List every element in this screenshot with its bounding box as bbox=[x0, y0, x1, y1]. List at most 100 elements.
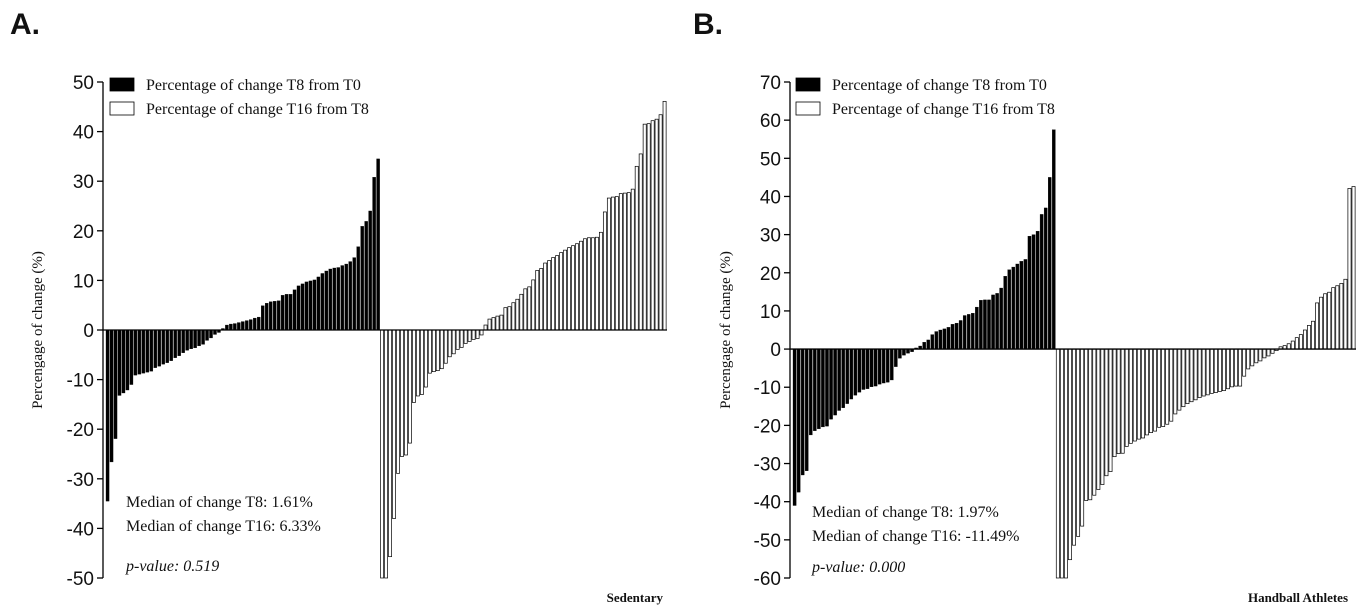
bar-t16 bbox=[1193, 348, 1198, 401]
bar-t8 bbox=[340, 265, 344, 331]
bar-t8 bbox=[958, 320, 963, 350]
bar-t16 bbox=[622, 192, 627, 331]
bar-t16 bbox=[1161, 348, 1166, 427]
bar-t8 bbox=[213, 329, 217, 335]
bar-t8 bbox=[229, 323, 233, 331]
bar-t8 bbox=[125, 329, 130, 391]
bar-t16 bbox=[400, 329, 404, 457]
bar-t8 bbox=[825, 348, 829, 427]
bar-t8 bbox=[141, 329, 146, 374]
bar-t16 bbox=[1262, 348, 1267, 359]
bar-t16 bbox=[1132, 348, 1137, 442]
bar-t16 bbox=[443, 329, 448, 364]
bar-t16 bbox=[1064, 348, 1068, 579]
bar-t16 bbox=[559, 252, 564, 331]
y-tick-label: 70 bbox=[760, 73, 781, 94]
bar-t16 bbox=[1331, 287, 1336, 350]
y-tick-label: -30 bbox=[754, 455, 781, 476]
bar-t16 bbox=[1169, 348, 1174, 422]
bar-t16 bbox=[1238, 348, 1243, 387]
bar-t16 bbox=[1173, 348, 1178, 415]
bar-t8 bbox=[796, 348, 801, 493]
bar-t8 bbox=[829, 348, 833, 420]
bar-t8 bbox=[344, 263, 348, 331]
bar-t8 bbox=[233, 323, 237, 331]
bar-t8 bbox=[946, 327, 951, 350]
bar-t8 bbox=[328, 268, 333, 331]
bar-t8 bbox=[1031, 234, 1036, 350]
bar-t16 bbox=[412, 329, 416, 403]
bar-t8 bbox=[292, 289, 297, 331]
bar-t8 bbox=[979, 300, 983, 350]
bar-t8 bbox=[145, 329, 150, 373]
bar-t8 bbox=[881, 348, 886, 384]
bar-t8 bbox=[869, 348, 874, 387]
y-tick-label: -10 bbox=[67, 371, 94, 392]
bar-t16 bbox=[646, 123, 651, 331]
legend-swatch bbox=[109, 101, 135, 116]
bar-t16 bbox=[1242, 348, 1247, 377]
bar-t16 bbox=[495, 315, 500, 331]
bar-t16 bbox=[380, 329, 384, 579]
bar-t16 bbox=[419, 329, 424, 395]
bar-t8 bbox=[133, 329, 138, 376]
bar-t16 bbox=[451, 329, 456, 355]
y-tick-label: -40 bbox=[754, 493, 781, 514]
bar-t8 bbox=[201, 329, 205, 345]
panel-b-letter: B. bbox=[693, 8, 723, 41]
bar-t16 bbox=[599, 231, 603, 331]
bar-t8 bbox=[137, 329, 142, 375]
bar-t16 bbox=[543, 262, 548, 331]
bar-t8 bbox=[837, 348, 841, 411]
bar-t16 bbox=[1286, 343, 1291, 350]
bar-t16 bbox=[1055, 348, 1060, 579]
bar-t16 bbox=[1217, 348, 1222, 392]
y-tick-label: 30 bbox=[760, 226, 781, 247]
bar-t8 bbox=[261, 305, 265, 331]
bar-t8 bbox=[209, 329, 213, 339]
bar-t8 bbox=[845, 348, 849, 404]
bar-t16 bbox=[662, 100, 667, 331]
bar-t8 bbox=[813, 348, 817, 431]
bar-t8 bbox=[241, 321, 245, 331]
bar-t8 bbox=[1039, 214, 1044, 350]
bar-t16 bbox=[1290, 340, 1295, 350]
bar-t16 bbox=[463, 329, 468, 344]
bar-t8 bbox=[276, 300, 281, 331]
bar-t16 bbox=[1165, 348, 1170, 425]
bar-t16 bbox=[408, 329, 412, 444]
legend-label: Percentage of change T16 from T8 bbox=[832, 101, 1055, 118]
bar-t8 bbox=[962, 315, 967, 350]
bar-t16 bbox=[547, 260, 552, 331]
bar-t16 bbox=[491, 317, 496, 331]
bar-t16 bbox=[1116, 348, 1121, 454]
bar-t16 bbox=[1120, 348, 1125, 454]
bar-t8 bbox=[1035, 231, 1040, 350]
bar-t16 bbox=[1343, 278, 1348, 350]
bar-t16 bbox=[499, 314, 504, 331]
bar-t16 bbox=[1339, 283, 1344, 350]
bar-t16 bbox=[575, 243, 579, 331]
bar-t8 bbox=[975, 306, 979, 350]
bar-t8 bbox=[185, 329, 189, 351]
bar-t8 bbox=[177, 329, 181, 356]
bar-t16 bbox=[1068, 348, 1072, 561]
bar-t16 bbox=[1153, 348, 1157, 432]
bar-t8 bbox=[348, 261, 352, 331]
chart-panel-0 bbox=[97, 77, 667, 579]
bar-t8 bbox=[149, 329, 154, 372]
y-tick-label: 40 bbox=[760, 187, 781, 208]
bar-t16 bbox=[1230, 348, 1234, 388]
bar-t16 bbox=[459, 329, 464, 348]
bar-t16 bbox=[1213, 348, 1218, 393]
bar-t16 bbox=[630, 188, 635, 331]
bar-t16 bbox=[1076, 348, 1081, 537]
bar-t16 bbox=[483, 324, 488, 331]
bar-t8 bbox=[1043, 207, 1048, 350]
annotation: Median of change T16: -11.49% bbox=[812, 528, 1020, 545]
y-tick-label: 30 bbox=[73, 172, 94, 193]
bar-t8 bbox=[934, 331, 939, 350]
bar-t8 bbox=[105, 329, 110, 502]
bar-t16 bbox=[1311, 320, 1315, 350]
